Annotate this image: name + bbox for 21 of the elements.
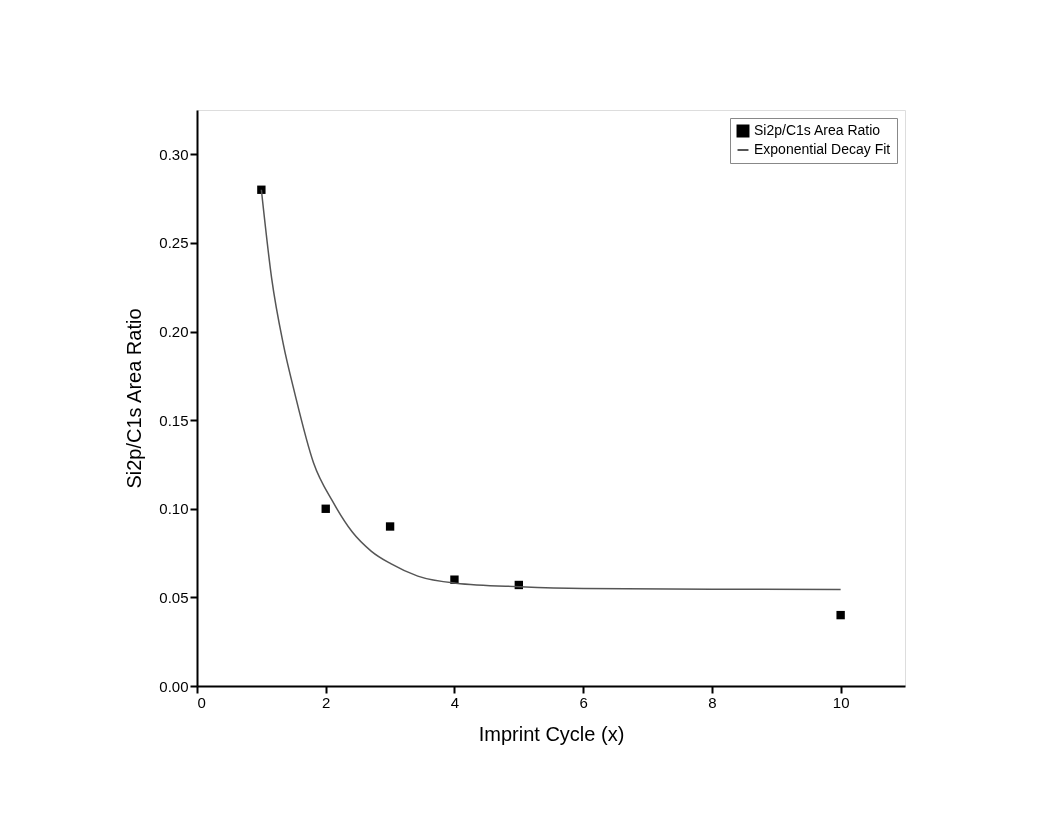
x-tick-label: 10: [832, 693, 850, 711]
x-tick-label: 2: [322, 693, 331, 711]
point: [257, 185, 266, 194]
y-tick-label: 0.10: [159, 500, 189, 518]
legend-label: Si2p/C1s Area Ratio: [754, 122, 881, 138]
x-axis-title: Imprint Cycle (x): [478, 722, 625, 745]
point: [321, 504, 330, 513]
y-tick-label: 0.30: [159, 145, 189, 163]
point: [385, 522, 395, 531]
x-tick-label: 6: [579, 693, 588, 711]
y-tick-label: 0.25: [159, 234, 189, 252]
y-tick-label: 0.15: [159, 411, 189, 429]
x-tick-label: 0: [197, 693, 206, 711]
y-axis-title: Si2p/C1s Area Ratio: [123, 308, 146, 489]
y-tick-label: 0.20: [159, 323, 189, 341]
y-tick-label: 0.05: [159, 588, 189, 606]
y-tick-label: 0.00: [159, 677, 189, 695]
x-tick-label: 8: [708, 693, 717, 711]
point: [836, 610, 845, 620]
legend-label: Exponential Decay Fit: [754, 141, 891, 157]
x-tick-label: 4: [450, 693, 460, 711]
